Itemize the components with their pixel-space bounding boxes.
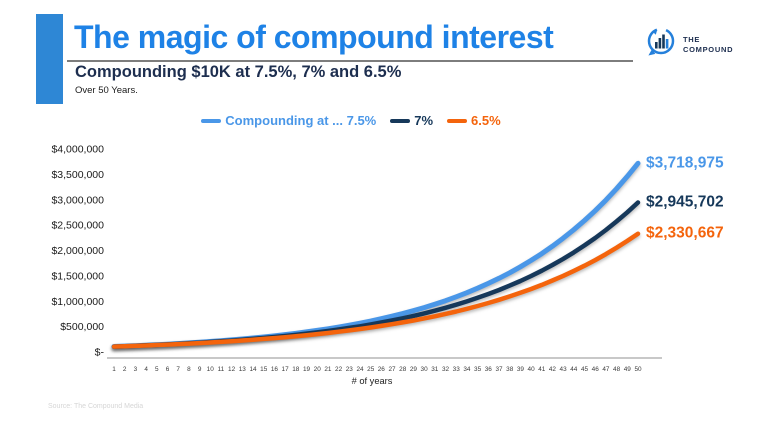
compound-logo-icon: [644, 25, 678, 64]
x-axis-title: # of years: [352, 376, 393, 386]
x-axis-tick: 25: [367, 366, 375, 373]
logo-bubble-tail: [648, 49, 656, 56]
x-axis-tick: 21: [324, 366, 332, 373]
page-title: The magic of compound interest: [74, 19, 554, 55]
x-axis-tick: 37: [495, 366, 503, 373]
y-axis-label: $4,000,000: [51, 144, 104, 156]
x-axis-tick: 40: [528, 366, 536, 373]
x-axis-tick: 13: [239, 366, 247, 373]
x-axis-tick: 46: [592, 366, 600, 373]
x-axis-tick: 4: [144, 366, 148, 373]
line-chart: $- $500,000 $1,000,000 $1,500,000 $2,000,000…: [51, 144, 724, 387]
x-axis-tick: 39: [517, 366, 525, 373]
x-axis-tick: 27: [388, 366, 396, 373]
legend-label: 7%: [414, 113, 434, 128]
brand-logo: THE COMPOUND: [644, 25, 733, 64]
x-axis-tick: 18: [292, 366, 300, 373]
x-axis-tick: 11: [218, 366, 225, 373]
series-end-label-7.5%: $3,718,975: [646, 154, 724, 171]
accent-bar: [36, 14, 63, 104]
series-line-6.5%: [111, 231, 641, 349]
x-axis-tick: 43: [560, 366, 568, 373]
series-line-7.5%: [111, 160, 641, 349]
x-axis-tick: 5: [155, 366, 159, 373]
y-axis-label: $2,000,000: [51, 245, 104, 257]
x-axis-tick: 36: [485, 366, 493, 373]
x-axis-tick: 45: [581, 366, 589, 373]
y-axis-label: $3,000,000: [51, 194, 104, 206]
x-axis-tick: 22: [335, 366, 343, 373]
x-axis-tick: 19: [303, 366, 311, 373]
legend-dash-icon: [447, 118, 468, 123]
brand-name: THE COMPOUND: [683, 35, 733, 54]
legend-dash-icon: [390, 118, 411, 123]
x-axis-tick: 28: [399, 366, 407, 373]
source-note: Source: The Compound Media: [48, 403, 144, 410]
x-axis-tick: 32: [442, 366, 450, 373]
x-axis-tick: 7: [176, 366, 180, 373]
y-axis-label: $1,000,000: [51, 296, 104, 308]
x-axis-tick: 47: [602, 366, 610, 373]
title-underline: [67, 60, 633, 62]
x-axis-tick: 42: [549, 366, 557, 373]
x-axis-tick: 20: [314, 366, 322, 373]
legend-item-6.5: 6.5%: [447, 113, 501, 128]
series-end-label-6.5%: $2,330,667: [646, 225, 724, 242]
x-axis-tick: 29: [410, 366, 418, 373]
x-axis-tick: 50: [634, 366, 642, 373]
brand-name-line1: THE: [683, 35, 701, 45]
x-axis-tick: 23: [346, 366, 354, 373]
chart-legend: Compounding at ... 7.5% 7% 6.5%: [0, 113, 702, 128]
x-axis-tick: 15: [260, 366, 268, 373]
x-axis-tick: 49: [624, 366, 632, 373]
y-axis-label: $1,500,000: [51, 270, 104, 282]
x-axis-tick: 16: [271, 366, 279, 373]
x-axis-tick: 44: [570, 366, 578, 373]
series-end-label-7%: $2,945,702: [646, 194, 724, 211]
subtitle: Compounding $10K at 7.5%, 7% and 6.5%: [75, 63, 402, 81]
y-axis-label: $500,000: [60, 321, 104, 333]
legend-item-7: 7%: [390, 113, 433, 128]
x-axis-tick: 35: [474, 366, 482, 373]
y-axis-label: $3,500,000: [51, 169, 104, 181]
logo-arrowhead: [652, 29, 658, 35]
y-axis-label: $-: [95, 347, 105, 359]
y-axis-label: $2,500,000: [51, 220, 104, 232]
x-axis-tick: 41: [538, 366, 546, 373]
legend-item-7.5: Compounding at ... 7.5%: [201, 113, 376, 128]
x-axis-tick: 14: [249, 366, 257, 373]
brand-name-line2: COMPOUND: [683, 44, 734, 54]
x-axis-tick: 38: [506, 366, 514, 373]
x-axis-tick: 3: [134, 366, 138, 373]
x-axis-tick: 8: [187, 366, 191, 373]
subtitle-duration: Over 50 Years.: [75, 85, 138, 96]
x-axis-tick: 12: [228, 366, 236, 373]
legend-dash-icon: [201, 118, 222, 123]
x-axis-tick: 6: [166, 366, 170, 373]
x-axis-tick: 2: [123, 366, 127, 373]
x-axis-tick: 31: [431, 366, 439, 373]
legend-label: Compounding at ... 7.5%: [225, 113, 377, 128]
x-axis-tick: 48: [613, 366, 621, 373]
logo-bar-chart: [655, 34, 669, 49]
x-axis-tick: 26: [378, 366, 386, 373]
x-axis-tick: 34: [463, 366, 471, 373]
x-axis-tick: 9: [198, 366, 202, 373]
x-axis-tick: 10: [207, 366, 215, 373]
x-axis-tick: 33: [453, 366, 461, 373]
x-axis-tick: 30: [421, 366, 429, 373]
x-axis-tick: 24: [356, 366, 364, 373]
x-axis-tick: 1: [112, 366, 116, 373]
x-axis-tick: 17: [282, 366, 290, 373]
legend-label: 6.5%: [471, 113, 501, 128]
